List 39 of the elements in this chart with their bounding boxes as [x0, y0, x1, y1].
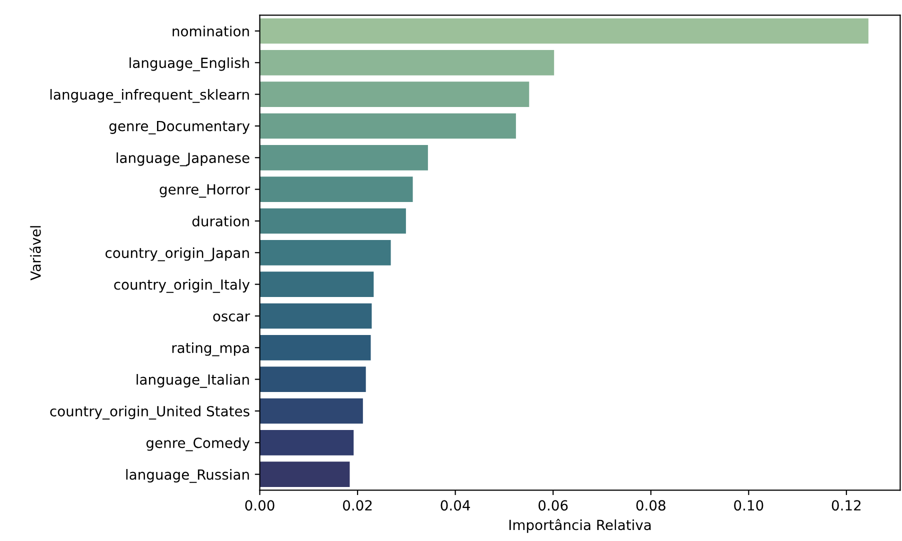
- bar: [260, 303, 372, 329]
- y-tick-label: genre_Horror: [160, 184, 250, 198]
- y-tick-label: genre_Documentary: [109, 120, 250, 134]
- x-tick-label: 0.04: [440, 500, 470, 511]
- bar: [260, 398, 363, 424]
- y-tick-label: language_Russian: [126, 469, 249, 483]
- y-tick-label: language_English: [130, 57, 249, 72]
- y-tick-label: nomination: [172, 26, 249, 36]
- bar: [260, 430, 354, 456]
- y-tick-label: country_origin_United States: [50, 406, 250, 420]
- x-tick-label: 0.02: [343, 500, 372, 511]
- bar: [260, 176, 413, 202]
- x-tick-label: 0.06: [538, 500, 568, 511]
- bar: [260, 50, 554, 76]
- x-tick-label: 0.10: [734, 500, 764, 511]
- y-tick-label: duration: [192, 216, 249, 226]
- y-tick-label: rating_mpa: [172, 342, 249, 356]
- y-tick-label: country_origin_Japan: [106, 247, 249, 262]
- x-tick-label: 0.12: [832, 500, 860, 511]
- bar: [260, 366, 366, 392]
- y-tick-label: oscar: [213, 313, 250, 322]
- y-tick-label: language_Italian: [136, 374, 249, 388]
- y-axis-title: Variável: [30, 226, 41, 280]
- bar: [260, 334, 371, 360]
- y-tick-label: language_Japanese: [116, 152, 250, 166]
- x-tick-label: 0.00: [245, 500, 274, 511]
- bar: [260, 208, 406, 234]
- y-tick-label: genre_Comedy: [146, 437, 250, 452]
- y-tick-label: country_origin_Italy: [114, 279, 250, 293]
- bar: [260, 240, 391, 266]
- bar: [260, 144, 428, 170]
- y-tick-label: language_infrequent_sklearn: [50, 89, 249, 103]
- x-tick-label: 0.08: [636, 500, 666, 511]
- bar: [260, 82, 530, 107]
- bar: [260, 462, 350, 487]
- bar: [260, 113, 516, 139]
- bar: [260, 18, 868, 44]
- x-axis-title: Importância Relativa: [509, 518, 651, 533]
- bar: [260, 272, 374, 297]
